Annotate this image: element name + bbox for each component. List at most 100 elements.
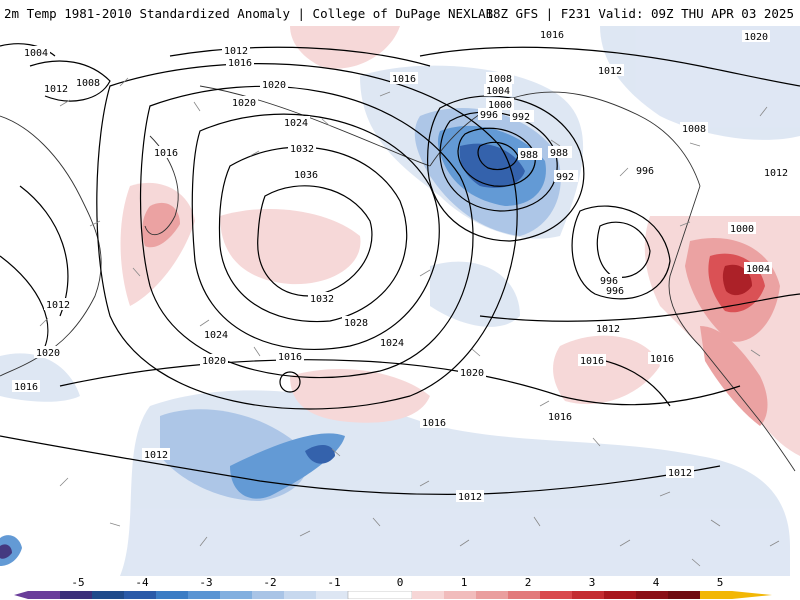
colorbar-label: -1	[327, 576, 341, 589]
isobar-high-4	[139, 85, 474, 379]
colorbar-label: 2	[524, 576, 532, 589]
isobar-label: 1016	[422, 418, 446, 429]
isobar-label: 1020	[744, 32, 768, 43]
colorbar-label: -4	[135, 576, 149, 589]
isobar-1004-nw	[0, 43, 56, 57]
warm-anomaly-north	[290, 26, 400, 69]
isobar-label: 1000	[730, 224, 754, 235]
isobar-1008-nw	[29, 60, 111, 102]
isobar-label: 1008	[488, 74, 512, 85]
isobar-label: 1012	[224, 46, 248, 57]
warm-anomaly-west-core	[142, 202, 180, 248]
isobar-label: 1016	[540, 30, 564, 41]
cold-anomaly-low-deep	[459, 143, 525, 188]
isobar-label: 1032	[290, 144, 314, 155]
colorbar-label: 4	[652, 576, 660, 589]
colorbar-label: 0	[396, 576, 404, 589]
isobar-1020-west	[0, 255, 49, 357]
map-canvas: 1004 1012 1008 1012 1016 1020 1020 1016 …	[0, 26, 800, 576]
isobar-label: 1016	[548, 412, 572, 423]
isobar-high-3	[191, 113, 440, 350]
isobars	[0, 43, 800, 496]
isobar-1016-north	[169, 46, 431, 67]
coastline-aleutians	[199, 85, 431, 167]
cold-anomaly-west	[0, 353, 80, 402]
isobar-label: 1012	[596, 324, 620, 335]
model-run-info: 18Z GFS | F231 Valid: 09Z THU APR 03 202…	[485, 6, 794, 21]
isobar-1012-south	[0, 435, 721, 496]
isobar-label: 1024	[204, 330, 228, 341]
cold-anomaly-northeast	[600, 26, 800, 140]
warm-anomaly-center	[220, 208, 361, 285]
isobar-high-5	[96, 63, 518, 410]
isobar-label: 1012	[764, 168, 788, 179]
colorbar-label: 5	[716, 576, 724, 589]
coastline-alaska	[429, 91, 701, 187]
isobar-label: 1020	[262, 80, 286, 91]
isobar-label: 1016	[154, 148, 178, 159]
warm-anomaly-coast	[700, 326, 768, 426]
isobar-low-2	[457, 127, 536, 187]
isobar-label: 1036	[294, 170, 318, 181]
colorbar-scale	[14, 591, 772, 599]
isobar-label: 1016	[278, 352, 302, 363]
cold-anomaly-band-deep	[305, 444, 335, 464]
isobar-low-4	[427, 95, 585, 242]
colorbar-label: -2	[263, 576, 277, 589]
isobar-label: 996	[636, 166, 654, 177]
isobar-1012-north	[419, 46, 800, 87]
weather-map: 1004 1012 1008 1012 1016 1020 1020 1016 …	[0, 26, 800, 576]
isobar-label: 1004	[24, 48, 48, 59]
wind-barbs	[39, 77, 780, 567]
coastline-north-america	[668, 185, 796, 472]
isobar-low-secondary-outer	[571, 205, 671, 300]
isobar-low-secondary	[596, 221, 651, 278]
isobar-label: 996	[600, 276, 618, 287]
isobar-label: 1012	[144, 450, 168, 461]
colorbar-label: 1	[460, 576, 468, 589]
isobar-label: 1012	[44, 84, 68, 95]
cold-anomaly-mid	[430, 261, 520, 327]
isobar-low-inner	[477, 141, 519, 171]
isobar-label: 1020	[202, 356, 226, 367]
isobar-label: 1000	[488, 100, 512, 111]
warm-anomaly-southeast	[553, 335, 660, 405]
title-bar: 2m Temp 1981-2010 Standardized Anomaly |…	[0, 0, 800, 26]
isobar-label: 1016	[650, 354, 674, 365]
isobar-label: 1008	[682, 124, 706, 135]
isobar-1012-mid	[479, 293, 800, 322]
isobar-label: 1008	[76, 78, 100, 89]
colorbar-label: -3	[199, 576, 213, 589]
isobar-label: 1024	[380, 338, 404, 349]
isobar-label: 1004	[486, 86, 510, 97]
isobar-label: 1020	[232, 98, 256, 109]
isobar-label: 1024	[284, 118, 308, 129]
isobar-label: 1028	[344, 318, 368, 329]
isobar-label: 1004	[746, 264, 770, 275]
isobar-label: 992	[556, 172, 574, 183]
isobar-label: 1016	[392, 74, 416, 85]
coastlines	[0, 85, 796, 472]
isobar-label: 1020	[460, 368, 484, 379]
isobar-1024-west	[19, 185, 69, 317]
isobar-label: 1012	[668, 468, 692, 479]
anomaly-colorbar: -5 -4 -3 -2 -1 0 1 2 3 4 5	[0, 576, 800, 600]
isobar-label: 988	[550, 148, 568, 159]
isobar-label: 1012	[46, 300, 70, 311]
isobar-1016-south	[59, 359, 741, 406]
anomaly-shading	[0, 26, 800, 576]
isobar-label: 1012	[458, 492, 482, 503]
isobar-label: 996	[480, 110, 498, 121]
cold-anomaly-southwest-deep	[0, 544, 12, 559]
isobar-label: 1020	[36, 348, 60, 359]
isobar-labels: 1004 1012 1008 1012 1016 1020 1020 1016 …	[12, 28, 790, 503]
coastline-asia	[0, 115, 102, 377]
isobar-label: 988	[520, 150, 538, 161]
isobar-label: 1032	[310, 294, 334, 305]
isobar-label: 992	[512, 112, 530, 123]
isobar-label: 1016	[14, 382, 38, 393]
isobar-high-2	[218, 146, 408, 323]
isobar-label: 1012	[598, 66, 622, 77]
map-title: 2m Temp 1981-2010 Standardized Anomaly |…	[4, 6, 494, 21]
colorbar-label: -5	[71, 576, 85, 589]
